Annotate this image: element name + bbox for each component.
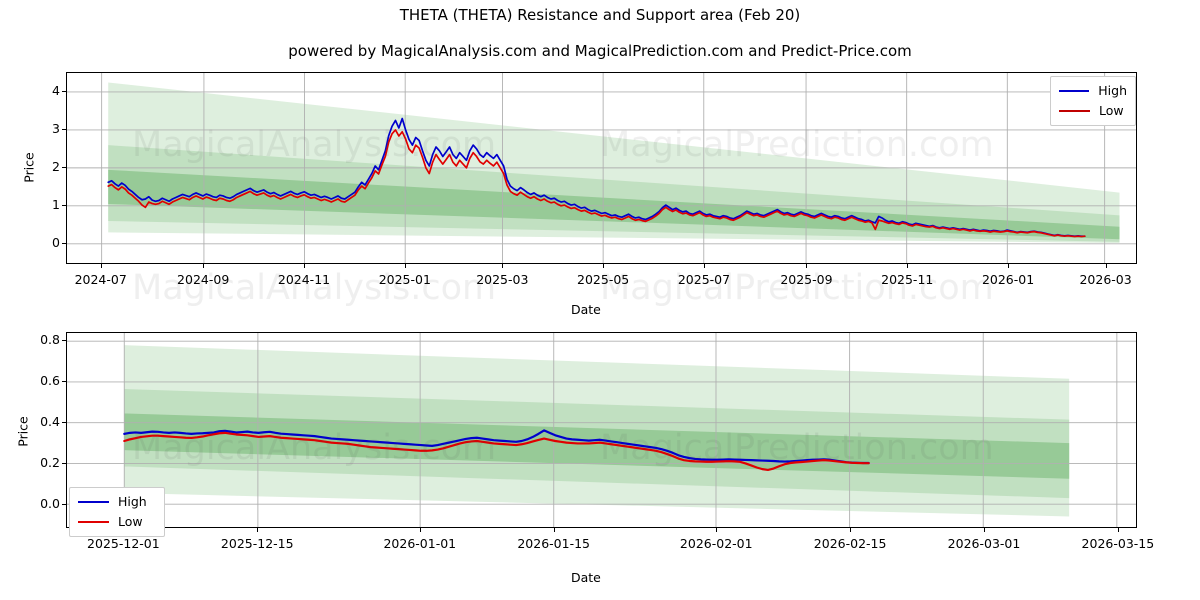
y-axis-tick-mark [62,205,66,207]
legend-entry-high: High [1059,81,1127,101]
x-axis-tick-mark [603,264,605,268]
y-axis-tick-mark [62,421,66,423]
legend-label-low: Low [1099,102,1124,118]
x-axis-tick-mark [1117,528,1119,532]
x-axis-tick-mark [1008,264,1010,268]
legend-label-low: Low [118,513,143,529]
bottom-chart-ylabel: Price [15,416,31,447]
legend-swatch-low [78,521,109,523]
x-axis-tick-label: 2026-01-01 [383,536,457,551]
y-axis-tick-label: 3 [52,121,60,137]
x-axis-tick-mark [553,528,555,532]
x-axis-tick-mark [806,264,808,268]
x-axis-tick-mark [1105,264,1107,268]
legend-swatch-high [1059,90,1090,92]
x-axis-tick-mark [907,264,909,268]
x-axis-tick-label: 2025-09 [780,272,833,287]
y-axis-tick-mark [62,340,66,342]
x-axis-tick-label: 2025-01 [378,272,431,287]
bottom-chart-panel [66,332,1137,528]
y-axis-tick-label: 1 [52,197,60,213]
x-axis-tick-mark [404,264,406,268]
bottom-chart-xlabel: Date [571,570,601,585]
legend-label-high: High [1098,82,1127,98]
x-axis-tick-mark [257,528,259,532]
legend-swatch-low [1059,110,1090,112]
x-axis-tick-label: 2024-07 [74,272,127,287]
y-axis-tick-label: 2 [52,159,60,175]
y-axis-tick-mark [62,381,66,382]
x-axis-tick-label: 2025-05 [577,272,630,287]
legend-entry-low: Low [78,512,156,532]
x-axis-tick-mark [304,264,305,268]
y-axis-tick-mark [62,167,66,169]
y-axis-tick-mark [62,91,66,92]
bottom-chart-plot-area [66,332,1137,528]
legend-entry-low: Low [1059,101,1127,121]
y-axis-tick-label: 0.2 [40,454,60,470]
y-axis-tick-mark [62,129,66,131]
x-axis-tick-label: 2026-01 [981,272,1035,287]
x-axis-tick-label: 2026-03-01 [947,536,1021,551]
x-axis-tick-label: 2026-02-01 [679,536,753,551]
y-axis-tick-mark [62,243,66,245]
y-axis-tick-label: 0.6 [40,373,60,388]
y-axis-tick-label: 4 [52,83,60,98]
x-axis-tick-label: 2024-11 [277,272,331,287]
legend-entry-high: High [78,492,156,512]
x-axis-tick-mark [850,528,852,532]
x-axis-tick-label: 2026-03 [1079,272,1132,287]
x-axis-tick-label: 2026-02-15 [813,536,887,551]
bottom-chart-legend[interactable]: High Low [69,487,165,537]
x-axis-tick-mark [703,264,705,268]
legend-swatch-high [78,501,109,503]
page-title: THETA (THETA) Resistance and Support are… [399,6,801,24]
bottom-chart-canvas [67,333,1136,527]
x-axis-tick-label: 2026-01-15 [517,536,591,551]
y-axis-tick-label: 0 [52,235,60,251]
x-axis-tick-label: 2024-09 [177,272,230,287]
top-chart-legend[interactable]: High Low [1050,76,1136,126]
x-axis-tick-label: 2025-03 [476,272,529,287]
y-axis-tick-mark [62,503,66,505]
x-axis-tick-mark [419,528,421,532]
x-axis-tick-label: 2025-12-01 [87,536,160,551]
page-subtitle: powered by MagicalAnalysis.com and Magic… [288,42,912,60]
top-chart-xlabel: Date [571,302,601,317]
x-axis-tick-mark [716,528,718,532]
y-axis-tick-label: 0.4 [40,413,60,429]
y-axis-tick-label: 0.8 [40,332,60,348]
x-axis-tick-label: 2026-03-15 [1081,536,1155,551]
x-axis-tick-label: 2025-12-15 [220,536,294,551]
y-axis-tick-label: 0.0 [40,495,60,511]
y-axis-tick-mark [62,462,66,464]
top-chart-plot-area [66,72,1137,264]
top-chart-canvas [67,73,1136,263]
x-axis-tick-mark [203,264,205,268]
legend-label-high: High [118,493,147,509]
x-axis-tick-mark [100,264,102,268]
x-axis-tick-label: 2025-07 [677,272,731,287]
x-axis-tick-mark [502,264,504,268]
x-axis-tick-label: 2025-11 [881,272,934,287]
top-chart-panel [66,72,1137,264]
x-axis-tick-mark [984,528,985,532]
